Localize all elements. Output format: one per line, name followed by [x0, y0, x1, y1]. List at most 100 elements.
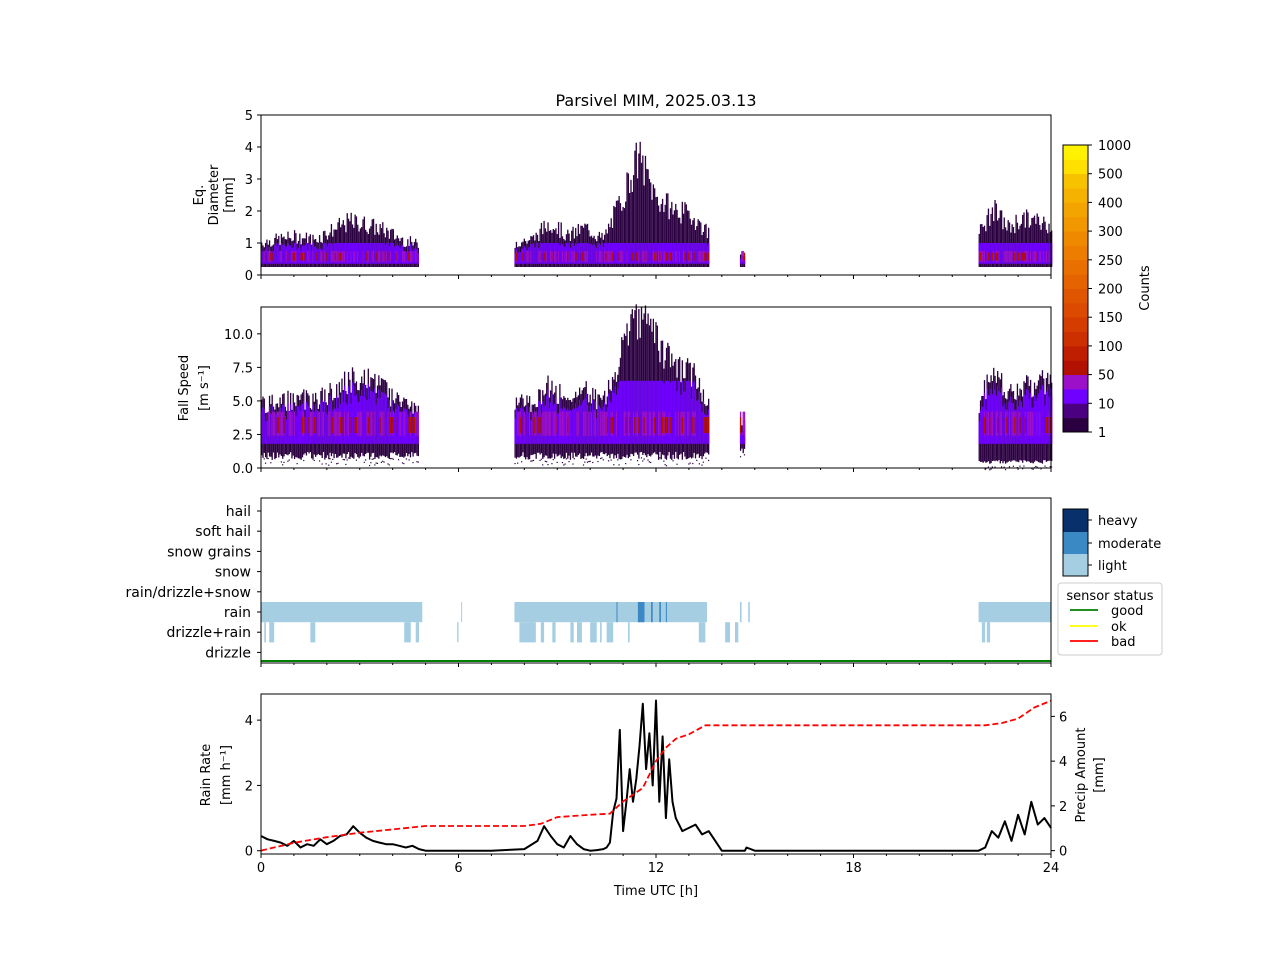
fallspeed-cell [543, 411, 545, 436]
diameter-cell [284, 246, 287, 264]
diameter-ylabel-line2: Diameter [207, 164, 222, 225]
y-tick-label: 3 [245, 173, 253, 188]
fallspeed-ylabel-line2: [m s⁻¹] [197, 365, 212, 411]
diameter-cell [654, 252, 656, 261]
fallspeed-cell [1037, 393, 1040, 444]
fallspeed-cell [274, 411, 276, 436]
fallspeed-cell [698, 391, 701, 444]
fallspeed-cell [694, 417, 697, 434]
diameter-cell [606, 251, 608, 263]
diameter-cell [610, 251, 612, 263]
fallspeed-cell [997, 417, 999, 434]
diameter-cell [681, 243, 683, 264]
fallspeed-cell [636, 411, 639, 436]
fallspeed-cell [391, 417, 393, 434]
diameter-cell [1016, 243, 1019, 264]
fallspeed-cell [1047, 417, 1049, 434]
fallspeed-speck [597, 460, 599, 463]
fallspeed-cell [602, 411, 604, 436]
diameter-cell [521, 252, 523, 261]
fallspeed-cell [603, 411, 606, 436]
diameter-cell [548, 243, 551, 264]
precip-type-panel: hail soft hail snow grains snow rain/drizzle… [126, 497, 1052, 667]
diameter-cell [517, 252, 519, 264]
diameter-cell [1049, 243, 1051, 264]
diameter-cell [618, 196, 620, 267]
diameter-cell [650, 182, 652, 267]
fallspeed-cell [665, 380, 668, 444]
diameter-cell [1008, 251, 1011, 263]
diameter-cell [534, 247, 536, 264]
fallspeed-cell [584, 411, 586, 436]
diameter-cell [642, 251, 644, 263]
fallspeed-cell [1039, 411, 1041, 436]
diameter-cell [614, 243, 616, 264]
diameter-cell [320, 251, 322, 263]
fallspeed-cell [1003, 403, 1005, 444]
fallspeed-speck [663, 460, 665, 462]
diameter-cell [702, 251, 705, 263]
fallspeed-cell [263, 408, 265, 444]
diameter-cell [690, 251, 693, 263]
fallspeed-cell [1018, 411, 1020, 436]
diameter-cell [1033, 215, 1036, 267]
fallspeed-cell [615, 411, 618, 436]
diameter-cell [565, 251, 568, 263]
colorbar-cell [1063, 173, 1088, 189]
colorbar-cell [1063, 245, 1088, 261]
fallspeed-cell [325, 412, 327, 444]
diameter-cell [615, 200, 618, 267]
fallspeed-speck [383, 461, 385, 463]
fallspeed-speck [388, 464, 390, 466]
diameter-cell [625, 243, 627, 264]
diameter-cell [622, 206, 624, 267]
fallspeed-cell [378, 389, 380, 444]
diameter-cell [692, 243, 694, 264]
fallspeed-cell [304, 417, 306, 434]
diameter-cell [667, 193, 669, 267]
diameter-cell [644, 155, 647, 267]
fallspeed-speck [372, 458, 375, 460]
fallspeed-cell [1044, 405, 1046, 444]
fallspeed-cell [538, 417, 540, 434]
diameter-cell [642, 155, 644, 267]
diameter-cell [661, 243, 664, 264]
diameter-cell [669, 208, 672, 267]
colorbar-ticks: 1000 500 400 300 250 200 150 100 50 10 1 [1088, 139, 1131, 441]
fallspeed-speck [676, 463, 678, 465]
fallspeed-cell [291, 411, 293, 436]
diameter-cell [403, 251, 405, 263]
fallspeed-cell [582, 411, 585, 436]
diameter-cell [634, 243, 636, 264]
diameter-cell [261, 251, 263, 263]
diameter-cell [276, 246, 279, 264]
fallspeed-speck [325, 463, 327, 465]
colorbar-cell [1063, 274, 1088, 289]
diameter-cell [654, 188, 656, 267]
diameter-cell [268, 251, 271, 263]
fallspeed-cell [573, 408, 576, 444]
fallspeed-speck [318, 460, 321, 462]
diameter-cell [1040, 251, 1042, 263]
diameter-x-ticks [260, 275, 1052, 279]
diameter-cell [575, 243, 577, 264]
colorbar-tick-label: 100 [1098, 340, 1123, 355]
rain-rate-line [260, 699, 1052, 852]
diameter-cell [539, 251, 541, 263]
fallspeed-cell [334, 411, 337, 436]
fallspeed-cell [643, 417, 645, 434]
diameter-cell [271, 252, 273, 261]
diameter-cell [384, 252, 387, 261]
fallspeed-speck [1000, 466, 1003, 468]
fallspeed-cell [644, 411, 647, 436]
diameter-cell [1037, 216, 1040, 267]
fallspeed-cell [689, 380, 691, 444]
fallspeed-speck [530, 460, 532, 462]
fallspeed-speck [607, 460, 610, 462]
fallspeed-cell [413, 417, 416, 434]
diameter-cell [989, 243, 991, 264]
diameter-cell [629, 192, 631, 267]
colorbar-cell [1063, 145, 1088, 160]
diameter-cell [321, 251, 323, 263]
fallspeed-speck [702, 461, 704, 463]
